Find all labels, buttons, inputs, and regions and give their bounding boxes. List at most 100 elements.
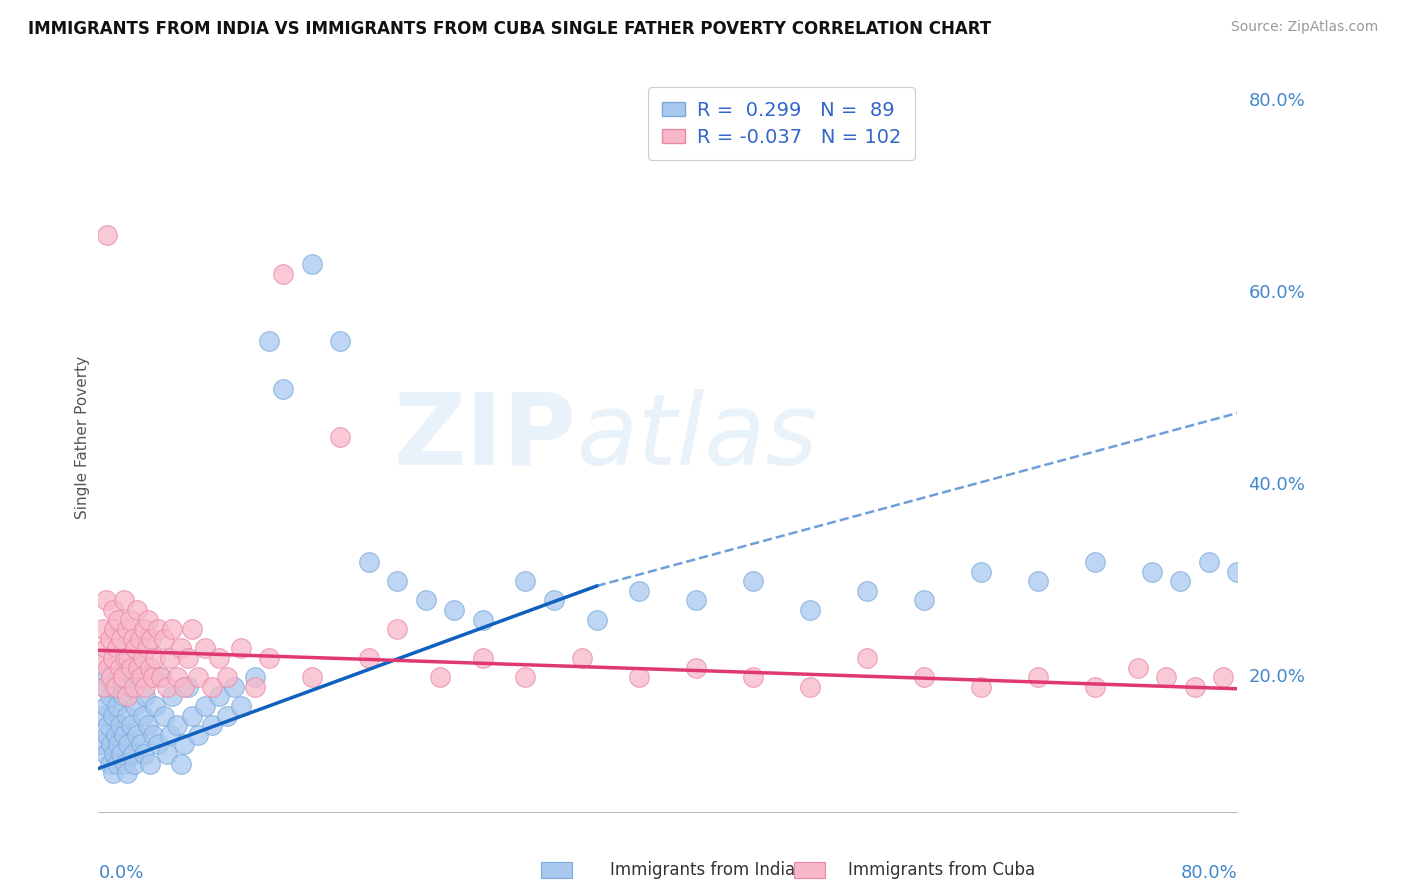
Point — [1026, 670, 1049, 684]
Point — [100, 670, 122, 684]
Point — [194, 699, 217, 714]
Point — [114, 756, 136, 771]
Point — [153, 632, 176, 646]
Point — [129, 738, 152, 752]
Point — [101, 766, 124, 780]
Point — [96, 728, 118, 742]
Point — [107, 613, 129, 627]
Point — [187, 728, 209, 742]
Point — [166, 718, 188, 732]
Point — [685, 660, 707, 674]
Point — [136, 718, 159, 732]
Point — [145, 699, 167, 714]
Legend: R =  0.299   N =  89, R = -0.037   N = 102: R = 0.299 N = 89, R = -0.037 N = 102 — [648, 87, 915, 161]
Point — [141, 670, 163, 684]
Point — [585, 613, 607, 627]
Text: IMMIGRANTS FROM INDIA VS IMMIGRANTS FROM CUBA SINGLE FATHER POVERTY CORRELATION : IMMIGRANTS FROM INDIA VS IMMIGRANTS FROM… — [28, 20, 991, 37]
Point — [120, 718, 142, 732]
Point — [94, 641, 117, 656]
Point — [201, 680, 224, 694]
Point — [357, 555, 380, 569]
Point — [132, 747, 155, 761]
Point — [96, 670, 118, 684]
Text: Immigrants from India: Immigrants from India — [610, 861, 796, 879]
Point — [1284, 555, 1306, 569]
Point — [628, 670, 651, 684]
Point — [132, 622, 155, 636]
Point — [114, 651, 136, 665]
Point — [93, 680, 115, 694]
Point — [105, 756, 128, 771]
Point — [1084, 680, 1107, 694]
Text: 80.0%: 80.0% — [1249, 92, 1305, 110]
Point — [259, 334, 281, 348]
Point — [112, 593, 135, 607]
Point — [94, 747, 117, 761]
Point — [166, 670, 188, 684]
Point — [90, 651, 112, 665]
Point — [108, 718, 131, 732]
Point — [471, 613, 494, 627]
Point — [856, 651, 879, 665]
Text: ZIP: ZIP — [394, 389, 576, 485]
Point — [153, 708, 176, 723]
Point — [125, 603, 148, 617]
Point — [100, 738, 122, 752]
Point — [1226, 565, 1249, 579]
Point — [970, 680, 993, 694]
Point — [159, 651, 181, 665]
Point — [1084, 555, 1107, 569]
Point — [856, 583, 879, 598]
Point — [273, 382, 295, 396]
Point — [125, 728, 148, 742]
Text: Immigrants from Cuba: Immigrants from Cuba — [848, 861, 1036, 879]
Point — [101, 603, 124, 617]
Point — [148, 738, 170, 752]
Point — [96, 228, 118, 243]
Point — [1140, 565, 1163, 579]
Point — [91, 708, 114, 723]
Point — [111, 670, 134, 684]
Point — [103, 680, 125, 694]
Point — [685, 593, 707, 607]
Point — [134, 680, 156, 694]
Point — [159, 728, 181, 742]
Point — [1212, 670, 1234, 684]
Point — [243, 680, 266, 694]
Point — [387, 622, 409, 636]
Point — [131, 708, 153, 723]
Point — [912, 670, 935, 684]
Point — [104, 728, 127, 742]
Point — [101, 651, 124, 665]
Point — [156, 680, 179, 694]
Text: 0.0%: 0.0% — [98, 864, 143, 882]
Point — [138, 756, 160, 771]
Point — [136, 613, 159, 627]
Point — [543, 593, 565, 607]
Text: Source: ZipAtlas.com: Source: ZipAtlas.com — [1230, 20, 1378, 34]
Point — [103, 622, 125, 636]
Point — [135, 641, 157, 656]
Point — [127, 660, 149, 674]
Point — [742, 670, 765, 684]
Point — [208, 651, 231, 665]
Point — [170, 756, 193, 771]
Point — [97, 660, 120, 674]
Point — [229, 699, 252, 714]
Point — [181, 708, 204, 723]
Point — [259, 651, 281, 665]
Point — [108, 660, 131, 674]
Point — [229, 641, 252, 656]
Point — [118, 613, 141, 627]
Point — [222, 680, 245, 694]
Text: 40.0%: 40.0% — [1249, 476, 1305, 494]
Text: 20.0%: 20.0% — [1249, 668, 1305, 686]
Point — [329, 430, 352, 444]
Point — [117, 651, 139, 665]
Point — [124, 699, 146, 714]
Point — [1154, 670, 1177, 684]
Point — [104, 680, 127, 694]
Point — [170, 641, 193, 656]
Point — [429, 670, 451, 684]
Point — [98, 690, 121, 704]
